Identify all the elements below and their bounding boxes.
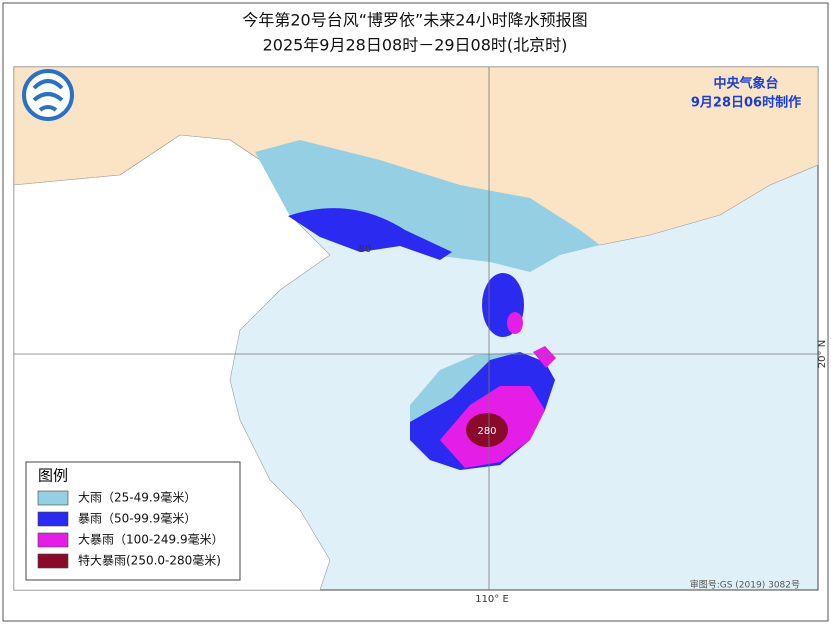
approval: 审图号:GS (2019) 3082号 xyxy=(690,579,800,591)
rain-zone xyxy=(466,413,508,447)
legend-swatch xyxy=(37,553,69,569)
rain-zone xyxy=(288,208,452,260)
rain-zone xyxy=(533,346,556,368)
legend-label: 特大暴雨(250.0-280毫米) xyxy=(78,553,221,568)
legend-swatch xyxy=(37,511,69,527)
legend-swatch xyxy=(37,490,69,506)
latitude-label: 20° N xyxy=(817,340,828,368)
legend-label: 大暴雨（100-249.9毫米） xyxy=(78,532,224,547)
logo xyxy=(22,69,74,121)
contour-label: 80 xyxy=(359,244,372,255)
legend-label: 暴雨（50-99.9毫米） xyxy=(78,511,196,526)
subtitle: 2025年9月28日08时－29日08时(北京时) xyxy=(263,36,568,55)
contour-label: 280 xyxy=(477,426,496,437)
longitude-label: 110° E xyxy=(475,594,509,605)
issued-time: 9月28日06时制作 xyxy=(691,95,801,111)
legend-title: 图例 xyxy=(38,467,68,485)
title: 今年第20号台风“博罗依”未来24小时降水预报图 xyxy=(242,11,587,30)
rain-zone xyxy=(507,312,523,334)
rain-zone xyxy=(255,140,600,272)
legend-label: 大雨（25-49.9毫米） xyxy=(78,490,196,505)
agency-name: 中央气象台 xyxy=(713,76,778,92)
legend-swatch xyxy=(37,532,69,548)
legend: 图例 大雨（25-49.9毫米） 暴雨（50-99.9毫米） 大暴雨（100-249… xyxy=(25,461,241,581)
